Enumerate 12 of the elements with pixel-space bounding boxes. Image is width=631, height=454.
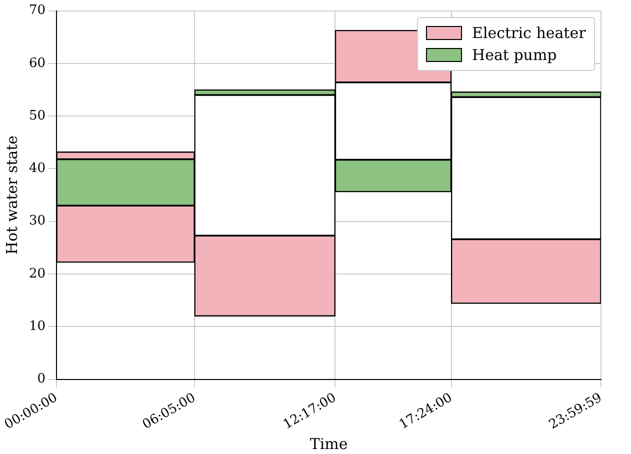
y-axis-title: Hot water state xyxy=(2,135,21,255)
y-tick-label: 60 xyxy=(28,56,46,71)
y-tick-label: 40 xyxy=(28,161,46,176)
y-tick-label: 30 xyxy=(28,214,46,229)
y-tick-label: 10 xyxy=(28,319,46,334)
y-tick-label: 50 xyxy=(28,108,46,124)
x-axis-title: Time xyxy=(310,434,348,453)
y-tick-label: 0 xyxy=(37,372,46,387)
y-tick-label: 70 xyxy=(28,3,46,18)
y-tick-label: 20 xyxy=(28,266,46,282)
legend-label: Heat pump xyxy=(472,46,557,64)
legend-label: Electric heater xyxy=(472,24,586,42)
